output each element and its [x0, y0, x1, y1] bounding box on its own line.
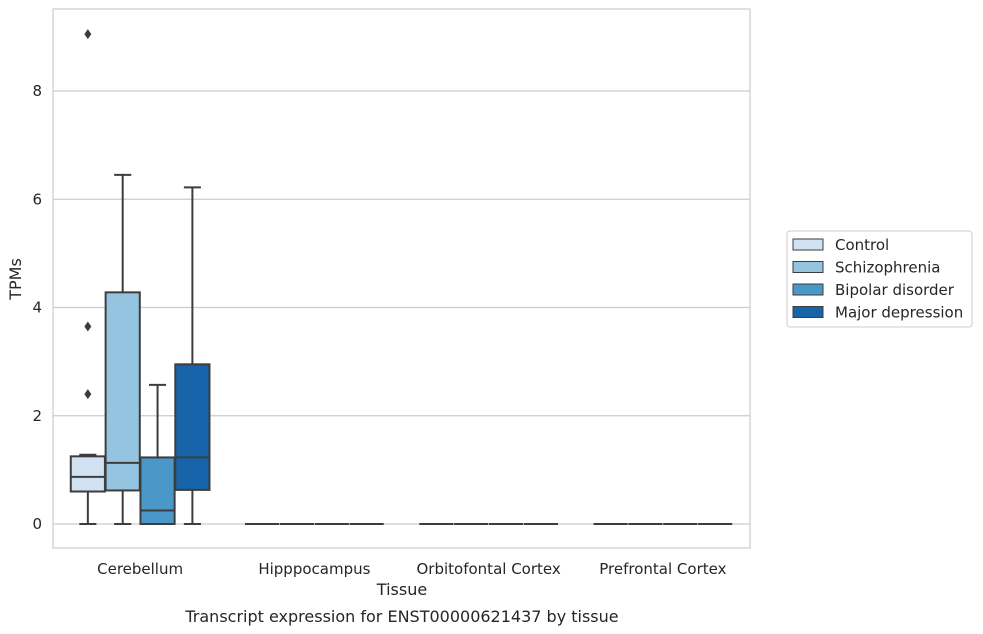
- y-tick-label: 6: [32, 190, 42, 208]
- y-axis-title: TPMs: [6, 258, 25, 301]
- legend-label: Major depression: [835, 304, 963, 322]
- box-control: [69, 29, 106, 525]
- box-iqr: [104, 291, 141, 492]
- box-iqr: [69, 455, 106, 493]
- legend-swatch: [792, 238, 824, 251]
- x-axis-title: Tissue: [376, 580, 427, 599]
- x-axis-ticks: Cerebellum Hipppocampus Orbitofontal Corte…: [97, 560, 726, 578]
- box-iqr: [174, 363, 211, 491]
- legend-label: Schizophrenia: [835, 259, 940, 277]
- y-tick-label: 2: [32, 407, 42, 425]
- box-schizophrenia: [104, 173, 141, 525]
- plot-area-frame: [52, 8, 751, 549]
- y-tick-label: 8: [32, 82, 42, 100]
- chart-caption: Transcript expression for ENST0000062143…: [184, 607, 618, 626]
- legend-label: Bipolar disorder: [835, 281, 955, 299]
- y-tick-label: 4: [32, 299, 42, 317]
- legend: Control Schizophrenia Bipolar disorder Majo…: [786, 230, 973, 328]
- legend-frame: [786, 230, 973, 328]
- legend-swatch: [792, 261, 824, 273]
- legend-label: Control: [835, 236, 889, 254]
- boxes: [69, 29, 733, 525]
- box-iqr: [139, 456, 176, 525]
- outlier-point: [84, 389, 92, 400]
- x-tick-label: Cerebellum: [97, 560, 183, 578]
- x-tick-label: Orbitofontal Cortex: [417, 560, 561, 578]
- x-tick-label: Hipppocampus: [258, 560, 370, 578]
- y-axis-ticks: 0 2 4 6 8: [32, 82, 42, 533]
- legend-swatch: [792, 306, 824, 318]
- x-tick-label: Prefrontal Cortex: [599, 560, 726, 578]
- box-bipolar-disorder: [139, 383, 176, 525]
- y-tick-label: 0: [32, 515, 42, 533]
- box-major-depression: [174, 186, 211, 525]
- outlier-point: [84, 29, 92, 40]
- legend-swatch: [792, 283, 824, 296]
- outlier-point: [84, 321, 92, 332]
